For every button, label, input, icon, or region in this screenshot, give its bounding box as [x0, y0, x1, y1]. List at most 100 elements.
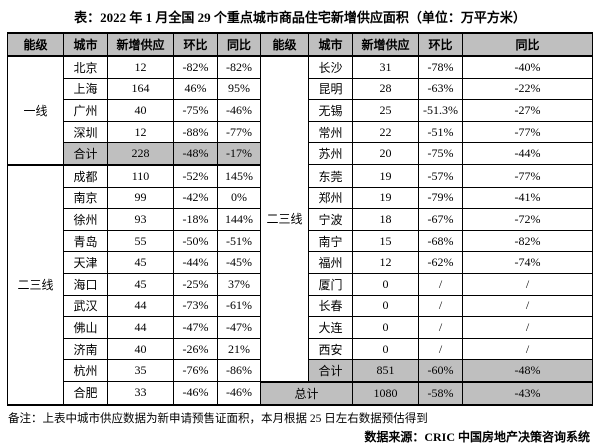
city-cell: 福州	[308, 251, 353, 274]
mom-cell: -88%	[173, 120, 218, 144]
mom-cell: /	[418, 316, 463, 339]
yoy-cell: 37%	[217, 272, 261, 296]
header-level: 能级	[260, 32, 309, 57]
city-cell: 成都	[63, 163, 108, 188]
table-title: 表：2022 年 1 月全国 29 个重点城市商品住宅新增供应面积（单位：万平方…	[74, 10, 526, 25]
yoy-cell: 0%	[217, 186, 261, 210]
mom-cell: -63%	[418, 77, 463, 101]
mom-cell: -48%	[173, 142, 218, 166]
yoy-cell: -46%	[217, 99, 261, 122]
supply-cell: 40	[107, 337, 174, 361]
yoy-cell: -27%	[462, 99, 593, 122]
city-cell: 合肥	[63, 381, 108, 405]
yoy-cell: -43%	[462, 380, 593, 405]
mom-cell: /	[418, 272, 463, 296]
city-cell: 北京	[63, 55, 108, 79]
mom-cell: -62%	[418, 251, 463, 274]
mom-cell: -50%	[173, 229, 218, 253]
supply-cell: 1080	[352, 380, 419, 405]
table-row: 青岛 55 -50% -51% 南宁 15 -68% -82%	[8, 229, 593, 253]
table-row: 济南 40 -26% 21% 西安 0//	[8, 337, 593, 361]
supply-cell: 18	[352, 208, 419, 231]
header-mom: 环比	[418, 32, 463, 57]
mom-cell: -18%	[173, 208, 218, 231]
table-body: 一线 北京 12 -82% -82% 二三线 长沙 31 -78% -40% 上海 164 46% 95%…	[7, 55, 593, 405]
supply-cell: 851	[352, 359, 419, 383]
mom-cell: -68%	[418, 229, 463, 253]
city-cell: 徐州	[63, 208, 108, 231]
supply-cell: 93	[107, 208, 174, 231]
mom-cell: -26%	[173, 337, 218, 361]
yoy-cell: -40%	[462, 55, 593, 79]
mom-cell: -51%	[418, 120, 463, 144]
mom-cell: -82%	[173, 55, 218, 79]
yoy-cell: /	[462, 316, 593, 339]
supply-cell: 55	[107, 229, 174, 253]
supply-cell: 35	[107, 359, 174, 383]
supply-cell: 20	[352, 142, 419, 166]
grand-total-label: 总计	[260, 380, 353, 405]
table-row: 合计 228 -48% -17% 苏州 20 -75% -44%	[8, 142, 593, 166]
city-cell: 杭州	[63, 359, 108, 383]
city-cell: 苏州	[308, 142, 353, 166]
city-cell: 广州	[63, 99, 108, 122]
footnote: 备注：上表中城市供应数据为新申请预售证面积，本月根据 25 日左右数据预估得到	[8, 412, 428, 425]
yoy-cell: -17%	[217, 142, 261, 166]
supply-cell: 0	[352, 316, 419, 339]
header-yoy: 同比	[217, 32, 261, 57]
mom-cell: -67%	[418, 208, 463, 231]
city-cell: 合计	[308, 359, 353, 383]
supply-cell: 0	[352, 294, 419, 318]
yoy-cell: -61%	[217, 294, 261, 318]
mom-cell: -60%	[418, 359, 463, 383]
city-cell: 海口	[63, 272, 108, 296]
city-cell: 郑州	[308, 186, 353, 210]
table-row: 上海 164 46% 95% 昆明 28 -63% -22%	[8, 77, 593, 101]
yoy-cell: -41%	[462, 186, 593, 210]
supply-cell: 45	[107, 272, 174, 296]
mom-cell: -57%	[418, 164, 463, 188]
table-row: 徐州 93 -18% 144% 宁波 18 -67% -72%	[8, 208, 593, 231]
city-cell: 西安	[308, 337, 353, 361]
supply-cell: 33	[107, 381, 174, 405]
city-cell: 常州	[308, 120, 353, 144]
supply-cell: 164	[107, 77, 174, 101]
table-header: 能级 城市 新增供应 环比 同比 能级 城市 新增供应 环比 同比	[7, 32, 593, 57]
mom-cell: /	[418, 294, 463, 318]
city-cell: 武汉	[63, 294, 108, 318]
supply-cell: 228	[107, 142, 174, 166]
mom-cell: -52%	[173, 163, 218, 188]
mom-cell: /	[418, 337, 463, 361]
header-supply: 新增供应	[352, 32, 419, 57]
supply-cell: 45	[107, 251, 174, 274]
yoy-cell: 145%	[217, 163, 261, 188]
city-cell: 昆明	[308, 77, 353, 101]
supply-cell: 25	[352, 99, 419, 122]
supply-cell: 19	[352, 186, 419, 210]
yoy-cell: -48%	[462, 359, 593, 383]
mom-cell: -75%	[418, 142, 463, 166]
city-cell: 长沙	[308, 55, 353, 79]
city-cell: 天津	[63, 251, 108, 274]
mom-cell: 46%	[173, 77, 218, 101]
yoy-cell: 144%	[217, 208, 261, 231]
table-row: 南京 99 -42% 0% 郑州 19 -79% -41%	[8, 186, 593, 210]
page: { "title": "表：2022 年 1 月全国 29 个重点城市商品住宅新…	[7, 10, 593, 444]
city-cell: 上海	[63, 77, 108, 101]
yoy-cell: -74%	[462, 251, 593, 274]
mom-cell: -76%	[173, 359, 218, 383]
supply-cell: 110	[107, 163, 174, 188]
city-cell: 青岛	[63, 229, 108, 253]
supply-cell: 12	[107, 120, 174, 144]
supply-cell: 19	[352, 164, 419, 188]
yoy-cell: -82%	[462, 229, 593, 253]
city-cell: 南京	[63, 186, 108, 210]
mom-cell: -58%	[418, 380, 463, 405]
yoy-cell: 95%	[217, 77, 261, 101]
city-cell: 南宁	[308, 229, 353, 253]
supply-cell: 12	[107, 55, 174, 79]
supply-cell: 0	[352, 272, 419, 296]
city-cell: 深圳	[63, 120, 108, 144]
city-cell: 大连	[308, 316, 353, 339]
level-group-label: 二三线	[260, 55, 309, 383]
